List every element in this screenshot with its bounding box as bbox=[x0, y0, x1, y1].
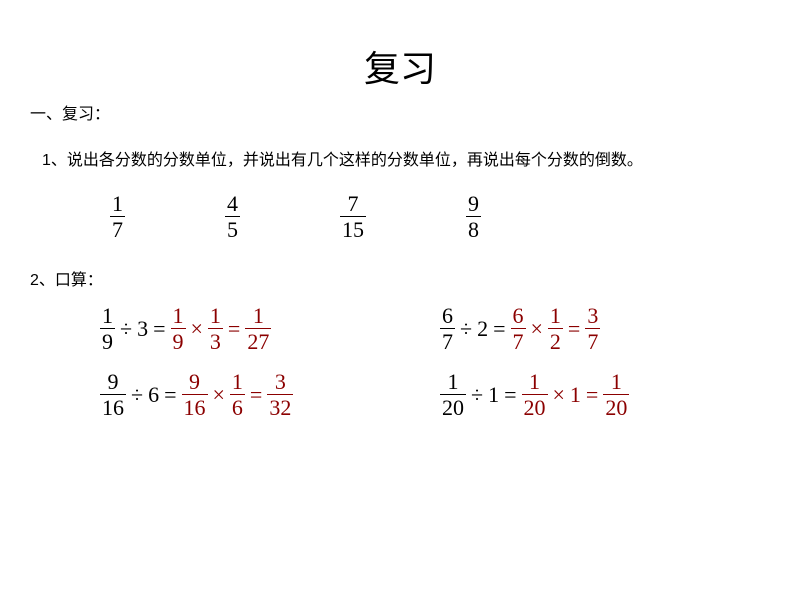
equation-1: 19 ÷ 3 = 19 × 13 = 127 bbox=[100, 305, 440, 353]
fraction-2: 4 5 bbox=[225, 193, 240, 241]
answer-4: 120 × 1 = 120 bbox=[522, 371, 630, 419]
answer-3: 916 × 16 = 332 bbox=[182, 371, 294, 419]
equation-grid: 19 ÷ 3 = 19 × 13 = 127 67 ÷ bbox=[100, 305, 770, 419]
fraction-list: 1 7 4 5 7 15 9 8 bbox=[110, 193, 770, 241]
section-heading: 一、复习： bbox=[30, 100, 770, 124]
problem-1: 1、说出各分数的分数单位，并说出有几个这样的分数单位，再说出每个分数的倒数。 bbox=[42, 149, 770, 173]
answer-1: 19 × 13 = 127 bbox=[171, 305, 272, 353]
fraction-4: 9 8 bbox=[466, 193, 481, 241]
equation-4: 120 ÷ 1 = 120 × 1 = 120 bbox=[440, 371, 629, 419]
equation-3: 916 ÷ 6 = 916 × 16 = 332 bbox=[100, 371, 440, 419]
page: 复习 一、复习： 1、说出各分数的分数单位，并说出有几个这样的分数单位，再说出每… bbox=[0, 0, 800, 477]
fraction-3: 7 15 bbox=[340, 193, 366, 241]
equation-2: 67 ÷ 2 = 67 × 12 = 37 bbox=[440, 305, 600, 353]
answer-2: 67 × 12 = 37 bbox=[511, 305, 601, 353]
problem-2: 2、口算： bbox=[30, 266, 770, 290]
fraction-1: 1 7 bbox=[110, 193, 125, 241]
equation-row-2: 916 ÷ 6 = 916 × 16 = 332 120 ÷ bbox=[100, 371, 770, 419]
page-title: 复习 bbox=[30, 40, 770, 92]
equation-row-1: 19 ÷ 3 = 19 × 13 = 127 67 ÷ bbox=[100, 305, 770, 353]
